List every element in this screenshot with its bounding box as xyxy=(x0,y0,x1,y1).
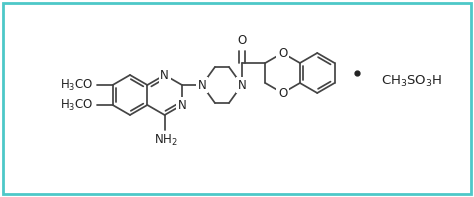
Text: NH$_2$: NH$_2$ xyxy=(154,133,178,148)
Text: O: O xyxy=(278,46,287,59)
Text: N: N xyxy=(198,78,206,91)
Text: N: N xyxy=(237,78,246,91)
Text: H$_3$CO: H$_3$CO xyxy=(60,77,94,93)
Text: N: N xyxy=(178,98,186,112)
Text: O: O xyxy=(278,86,287,99)
Text: H$_3$CO: H$_3$CO xyxy=(60,98,94,112)
Text: O: O xyxy=(237,34,246,47)
Text: CH$_3$SO$_3$H: CH$_3$SO$_3$H xyxy=(381,73,442,88)
Text: N: N xyxy=(160,69,169,82)
